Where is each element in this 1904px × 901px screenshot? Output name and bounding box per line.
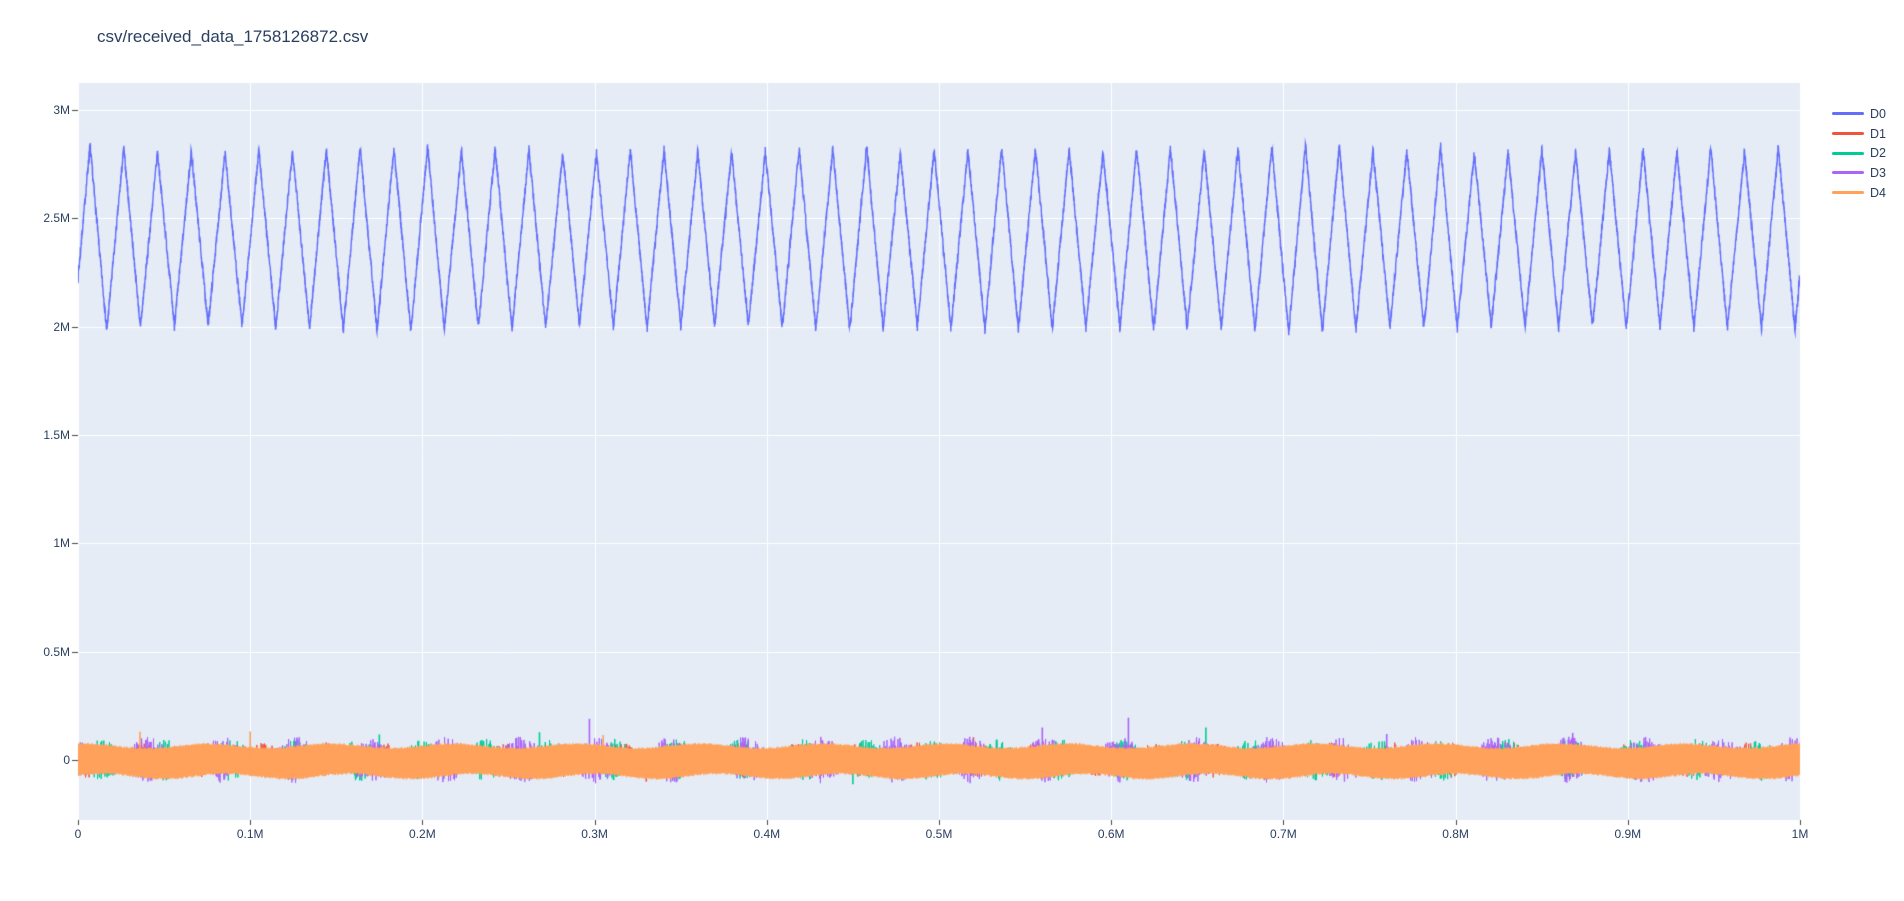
legend-label: D1 — [1870, 126, 1886, 141]
y-tick-label: 1.5M — [43, 428, 70, 443]
legend-label: D4 — [1870, 185, 1886, 200]
y-tick-label: 0.5M — [43, 644, 70, 659]
x-tick-label: 0.1M — [236, 827, 264, 841]
legend-line-swatch — [1832, 112, 1864, 116]
x-tick-label: 0.8M — [1442, 827, 1469, 841]
x-tick-label: 0.7M — [1270, 827, 1297, 841]
legend: D0 D1 D2 D3 D4 — [1832, 104, 1886, 202]
legend-item-D4[interactable]: D4 — [1832, 183, 1886, 203]
x-tick-label: 0.6M — [1097, 827, 1125, 841]
x-tick-label: 0.4M — [753, 827, 781, 841]
legend-line-swatch — [1832, 132, 1864, 136]
legend-label: D3 — [1870, 165, 1886, 180]
x-tick-label: 0.9M — [1614, 827, 1642, 841]
legend-line-swatch — [1832, 151, 1864, 155]
y-tick-label: 0 — [63, 752, 70, 767]
x-tick-label: 0.5M — [925, 827, 953, 841]
legend-label: D0 — [1870, 106, 1886, 121]
legend-line-swatch — [1832, 171, 1864, 175]
chart-title: csv/received_data_1758126872.csv — [97, 27, 369, 46]
x-tick-label: 1M — [1791, 827, 1809, 841]
legend-item-D2[interactable]: D2 — [1832, 143, 1886, 163]
y-tick-label: 1M — [53, 536, 70, 551]
legend-label: D2 — [1870, 146, 1886, 161]
legend-item-D0[interactable]: D0 — [1832, 104, 1886, 124]
legend-item-D3[interactable]: D3 — [1832, 163, 1886, 183]
y-tick-label: 2M — [53, 319, 70, 334]
y-tick-label: 3M — [53, 103, 70, 118]
x-tick-label: 0.3M — [581, 827, 608, 841]
legend-item-D1[interactable]: D1 — [1832, 124, 1886, 144]
x-tick-label: 0 — [74, 827, 82, 841]
legend-line-swatch — [1832, 191, 1864, 195]
y-tick-label: 2.5M — [43, 211, 70, 226]
x-tick-label: 0.2M — [409, 827, 436, 841]
